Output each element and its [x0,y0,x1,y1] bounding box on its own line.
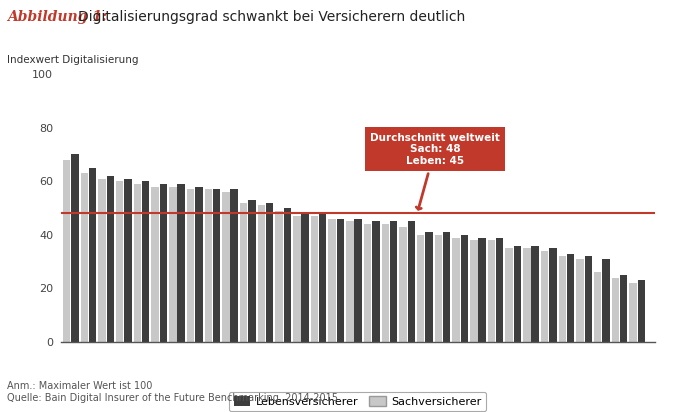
Bar [63,160,70,342]
Bar [124,179,132,342]
Bar [496,237,504,342]
Bar [443,232,450,342]
Bar [381,224,389,342]
Bar [89,168,97,342]
Bar [506,248,513,342]
Bar [612,278,619,342]
Bar [134,184,141,342]
Bar [541,251,548,342]
Bar [576,259,584,342]
Bar [399,227,407,342]
Bar [266,203,273,342]
Bar [301,213,308,342]
Bar [80,173,88,342]
Bar [319,213,327,342]
Bar [178,184,185,342]
Bar [389,222,398,342]
Bar [230,189,238,342]
Bar [452,237,460,342]
Bar [116,181,124,342]
Bar [364,224,371,342]
Bar [258,205,265,342]
Bar [99,179,106,342]
Bar [293,216,300,342]
Bar [187,189,194,342]
Bar [514,246,521,342]
Bar [354,219,362,342]
Bar [523,248,531,342]
Bar [275,211,283,342]
Legend: Lebensversicherer, Sachversicherer: Lebensversicherer, Sachversicherer [229,392,487,412]
Bar [248,200,256,342]
Bar [71,154,79,342]
Bar [142,181,149,342]
Bar [169,187,177,342]
Bar [151,187,159,342]
Text: Digitalisierungsgrad schwankt bei Versicherern deutlich: Digitalisierungsgrad schwankt bei Versic… [78,10,465,24]
Bar [417,235,425,342]
Bar [337,219,344,342]
Bar [549,248,557,342]
Bar [372,222,379,342]
Bar [638,280,645,342]
Bar [160,184,167,342]
Bar [408,222,415,342]
Text: Anm.: Maximaler Wert ist 100: Anm.: Maximaler Wert ist 100 [7,381,152,391]
Bar [479,237,486,342]
Bar [195,187,202,342]
Bar [329,219,336,342]
Text: Indexwert Digitalisierung: Indexwert Digitalisierung [7,55,139,66]
Bar [346,222,354,342]
Bar [620,275,627,342]
Bar [107,176,114,342]
Bar [531,246,539,342]
Bar [602,259,610,342]
Text: Abbildung 1:: Abbildung 1: [7,10,117,24]
Text: Durchschnitt weltweit
Sach: 48
Leben: 45: Durchschnitt weltweit Sach: 48 Leben: 45 [370,133,500,209]
Bar [213,189,220,342]
Bar [567,253,574,342]
Bar [205,189,212,342]
Bar [629,283,637,342]
Bar [240,203,248,342]
Bar [559,256,566,342]
Text: Quelle: Bain Digital Insurer of the Future Benchmarking, 2014-2015: Quelle: Bain Digital Insurer of the Futu… [7,393,338,403]
Bar [470,240,477,342]
Bar [284,208,291,342]
Bar [222,192,230,342]
Bar [435,235,442,342]
Bar [594,272,601,342]
Bar [488,240,495,342]
Bar [585,256,592,342]
Bar [425,232,433,342]
Bar [460,235,468,342]
Bar [310,216,318,342]
